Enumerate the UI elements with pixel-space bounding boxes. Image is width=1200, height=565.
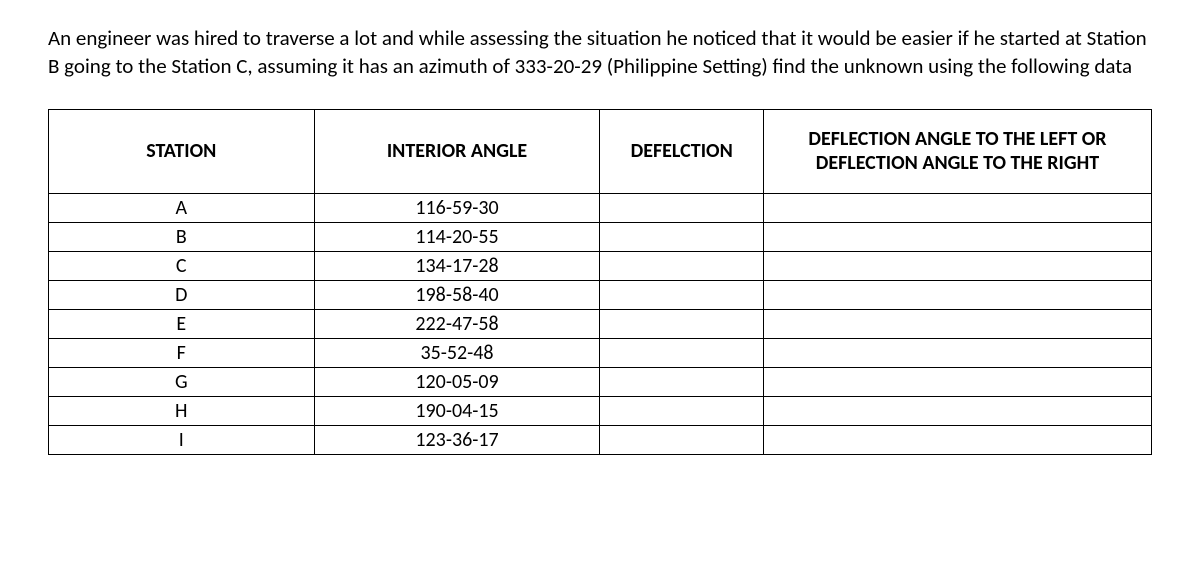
table-row: B 114-20-55 — [49, 222, 1152, 251]
cell-station: A — [49, 193, 315, 222]
table-row: D 198-58-40 — [49, 280, 1152, 309]
table-row: A 116-59-30 — [49, 193, 1152, 222]
cell-interior-angle: 120-05-09 — [314, 367, 600, 396]
cell-station: C — [49, 251, 315, 280]
cell-station: F — [49, 338, 315, 367]
cell-direction — [763, 396, 1151, 425]
table-body: A 116-59-30 B 114-20-55 C 134-17-28 D 19… — [49, 193, 1152, 454]
cell-interior-angle: 198-58-40 — [314, 280, 600, 309]
cell-deflection — [600, 222, 763, 251]
header-station: STATION — [49, 109, 315, 193]
cell-direction — [763, 280, 1151, 309]
cell-station: D — [49, 280, 315, 309]
cell-deflection — [600, 425, 763, 454]
cell-station: I — [49, 425, 315, 454]
traverse-data-table: STATION INTERIOR ANGLE DEFELCTION DEFLEC… — [48, 109, 1152, 455]
table-row: C 134-17-28 — [49, 251, 1152, 280]
cell-deflection — [600, 338, 763, 367]
cell-interior-angle: 190-04-15 — [314, 396, 600, 425]
header-deflection: DEFELCTION — [600, 109, 763, 193]
cell-interior-angle: 116-59-30 — [314, 193, 600, 222]
cell-interior-angle: 114-20-55 — [314, 222, 600, 251]
cell-direction — [763, 309, 1151, 338]
cell-direction — [763, 425, 1151, 454]
cell-interior-angle: 222-47-58 — [314, 309, 600, 338]
cell-direction — [763, 193, 1151, 222]
table-header-row: STATION INTERIOR ANGLE DEFELCTION DEFLEC… — [49, 109, 1152, 193]
cell-deflection — [600, 251, 763, 280]
cell-deflection — [600, 193, 763, 222]
cell-station: B — [49, 222, 315, 251]
cell-direction — [763, 338, 1151, 367]
cell-deflection — [600, 396, 763, 425]
cell-deflection — [600, 280, 763, 309]
cell-station: H — [49, 396, 315, 425]
table-row: F 35-52-48 — [49, 338, 1152, 367]
cell-direction — [763, 222, 1151, 251]
cell-deflection — [600, 367, 763, 396]
cell-interior-angle: 134-17-28 — [314, 251, 600, 280]
cell-direction — [763, 367, 1151, 396]
header-deflection-direction: DEFLECTION ANGLE TO THE LEFT OR DEFLECTI… — [763, 109, 1151, 193]
table-row: G 120-05-09 — [49, 367, 1152, 396]
header-interior-angle: INTERIOR ANGLE — [314, 109, 600, 193]
cell-deflection — [600, 309, 763, 338]
cell-direction — [763, 251, 1151, 280]
table-row: E 222-47-58 — [49, 309, 1152, 338]
cell-interior-angle: 35-52-48 — [314, 338, 600, 367]
cell-interior-angle: 123-36-17 — [314, 425, 600, 454]
cell-station: E — [49, 309, 315, 338]
table-row: H 190-04-15 — [49, 396, 1152, 425]
table-row: I 123-36-17 — [49, 425, 1152, 454]
cell-station: G — [49, 367, 315, 396]
problem-statement: An engineer was hired to traverse a lot … — [48, 24, 1152, 81]
